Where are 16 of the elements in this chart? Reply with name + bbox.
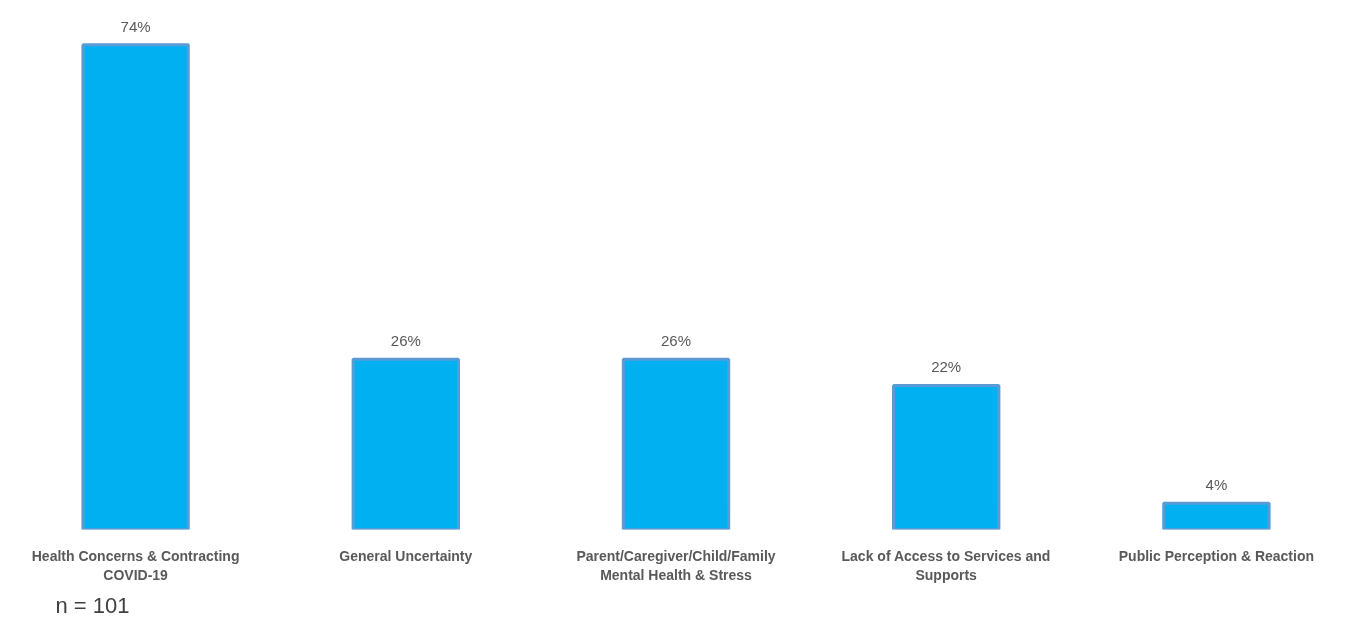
data-label: 22% xyxy=(931,358,962,376)
bar xyxy=(351,357,460,530)
bar xyxy=(1162,501,1271,530)
bar xyxy=(81,43,190,530)
data-label: 26% xyxy=(390,332,421,350)
data-label: 4% xyxy=(1205,476,1228,494)
text: n = 101 xyxy=(55,592,130,618)
bar xyxy=(892,383,1001,530)
x-tick-label: Health Concerns & Contracting COVID-19 xyxy=(31,547,240,583)
x-tick-label: Parent/Caregiver/Child/Family Mental Health & Stress xyxy=(576,547,776,583)
x-tick-label: Lack of Access to Services and Supports xyxy=(841,547,1051,583)
x-tick-label: Public Perception & Reaction xyxy=(1118,547,1315,564)
data-label: 74% xyxy=(120,17,151,35)
x-tick-label: General Uncertainty xyxy=(339,547,473,564)
bar xyxy=(621,357,731,530)
data-label: 26% xyxy=(660,332,692,350)
